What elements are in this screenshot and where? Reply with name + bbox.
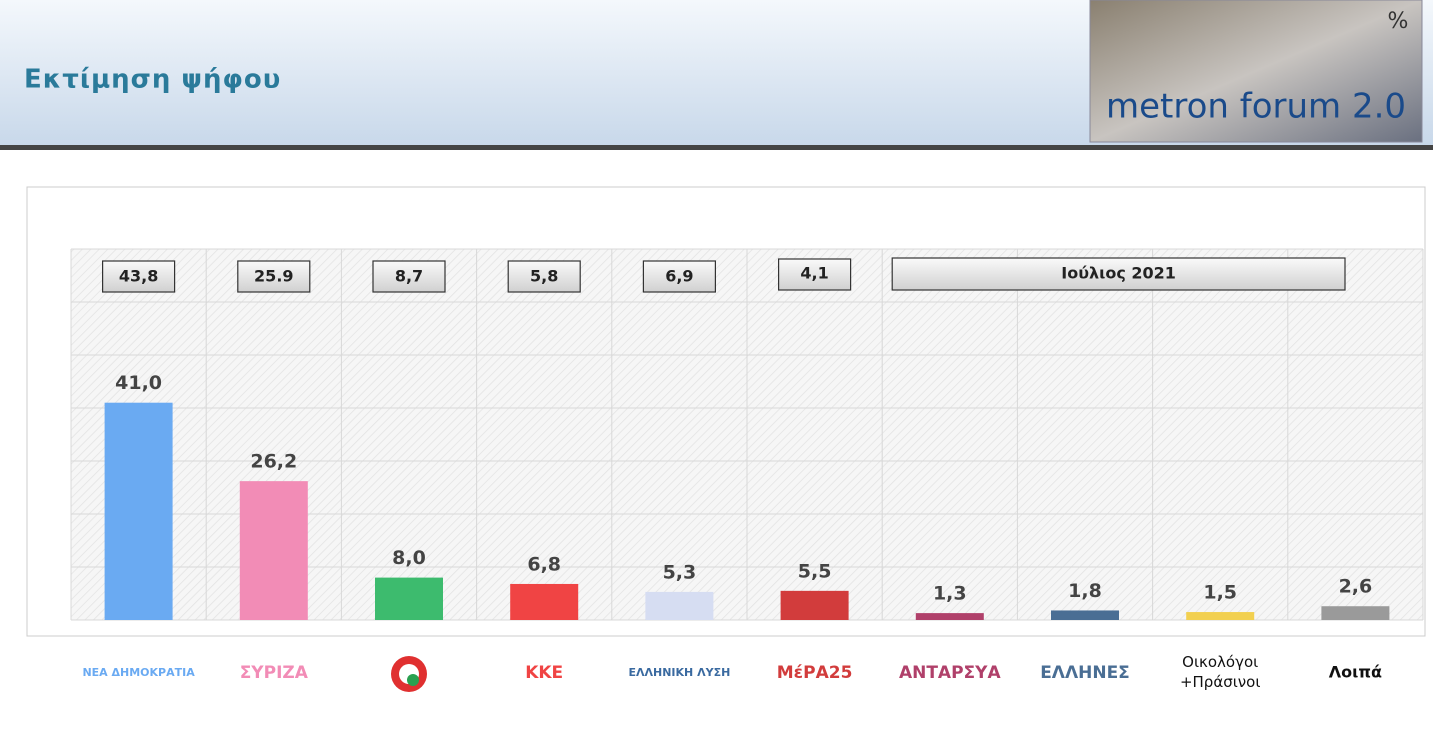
category-label: ΑΝΤΑΡΣΥΑ — [899, 663, 1002, 683]
value-label: 6,8 — [527, 553, 561, 575]
previous-box — [507, 260, 581, 293]
value-label: 1,8 — [1068, 580, 1102, 602]
page-title: Εκτίμηση ψήφου — [24, 65, 281, 95]
value-label: 1,3 — [933, 583, 967, 605]
value-label: 2,6 — [1339, 576, 1373, 598]
value-label: 5,3 — [663, 561, 697, 583]
category-label: Λοιπά — [1329, 663, 1382, 682]
category-label: ΣΥΡΙΖΑ — [240, 663, 309, 683]
previous-value: 6,9 — [665, 267, 693, 286]
category-label: ΚΚΕ — [525, 663, 563, 683]
brand-mark: % — [1388, 9, 1409, 34]
previous-value: 4,1 — [800, 264, 828, 283]
category-logo — [407, 674, 419, 686]
bar — [915, 613, 984, 620]
bar — [510, 583, 579, 620]
bar — [1186, 612, 1255, 620]
bar — [1051, 610, 1119, 620]
previous-box — [101, 260, 176, 293]
previous-box — [642, 260, 717, 293]
category-label: Οικολόγοι +Πράσινοι — [1180, 653, 1260, 691]
category-label: ΝΕΑ ΔΗΜΟΚΡΑΤΙΑ — [82, 666, 195, 679]
value-label: 41,0 — [115, 372, 162, 394]
bar — [1321, 606, 1390, 620]
previous-value: 25.9 — [254, 267, 293, 286]
previous-box — [237, 260, 311, 293]
value-label: 8,0 — [392, 547, 426, 569]
bar — [780, 590, 849, 620]
previous-legend-box — [891, 257, 1346, 291]
value-label: 1,5 — [1203, 582, 1237, 604]
bar — [375, 577, 443, 620]
previous-value: 5,8 — [530, 267, 558, 286]
header-rule — [0, 145, 1433, 150]
bar — [104, 402, 173, 620]
bar — [239, 481, 308, 620]
previous-value: 8,7 — [395, 267, 423, 286]
brand-name: metron forum 2.0 — [1106, 87, 1406, 127]
previous-box — [777, 258, 852, 291]
value-label: 26,2 — [250, 451, 297, 473]
previous-value: 43,8 — [119, 267, 158, 286]
previous-legend: Ιούλιος 2021 — [1061, 264, 1176, 283]
bar — [645, 591, 714, 620]
category-label: ΕΛΛΗΝΙΚΗ ΛΥΣΗ — [628, 666, 730, 679]
brand-logo — [1089, 0, 1423, 143]
category-label: ΕΛΛΗΝΕΣ — [1040, 663, 1130, 683]
value-label: 5,5 — [798, 560, 832, 582]
category-label: ΜέΡΑ25 — [777, 663, 853, 683]
previous-box — [372, 260, 446, 293]
